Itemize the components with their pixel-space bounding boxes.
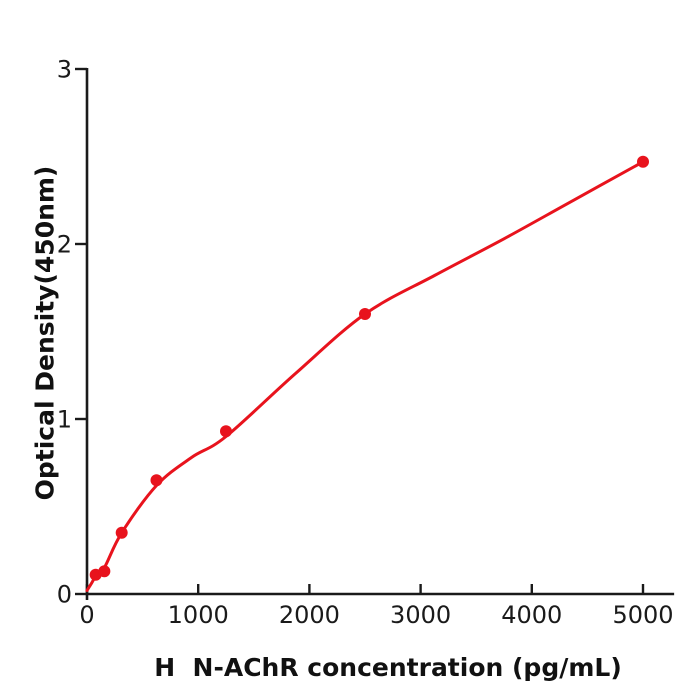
- y-tick-label: 2: [57, 231, 72, 259]
- y-axis-label: Optical Density(450nm): [30, 165, 60, 501]
- x-tick-label: 4000: [501, 601, 562, 629]
- y-tick-label: 0: [57, 581, 72, 609]
- x-tick-label: 3000: [390, 601, 451, 629]
- data-point-marker: [359, 308, 371, 320]
- x-tick-label: 2000: [279, 601, 340, 629]
- data-point-marker: [115, 526, 128, 539]
- x-axis-label: H N-AChR concentration (pg/mL): [154, 653, 622, 682]
- x-tick-label: 5000: [612, 601, 673, 629]
- x-tick-label: 1000: [168, 601, 229, 629]
- x-tick-label: 0: [79, 601, 94, 629]
- y-tick-label: 3: [57, 56, 72, 84]
- data-point-marker: [150, 474, 163, 487]
- fit-curve-line: [85, 160, 645, 592]
- y-tick-label: 1: [57, 406, 72, 434]
- data-point-marker: [98, 565, 111, 578]
- data-point-marker: [637, 155, 649, 168]
- data-point-marker: [220, 425, 232, 438]
